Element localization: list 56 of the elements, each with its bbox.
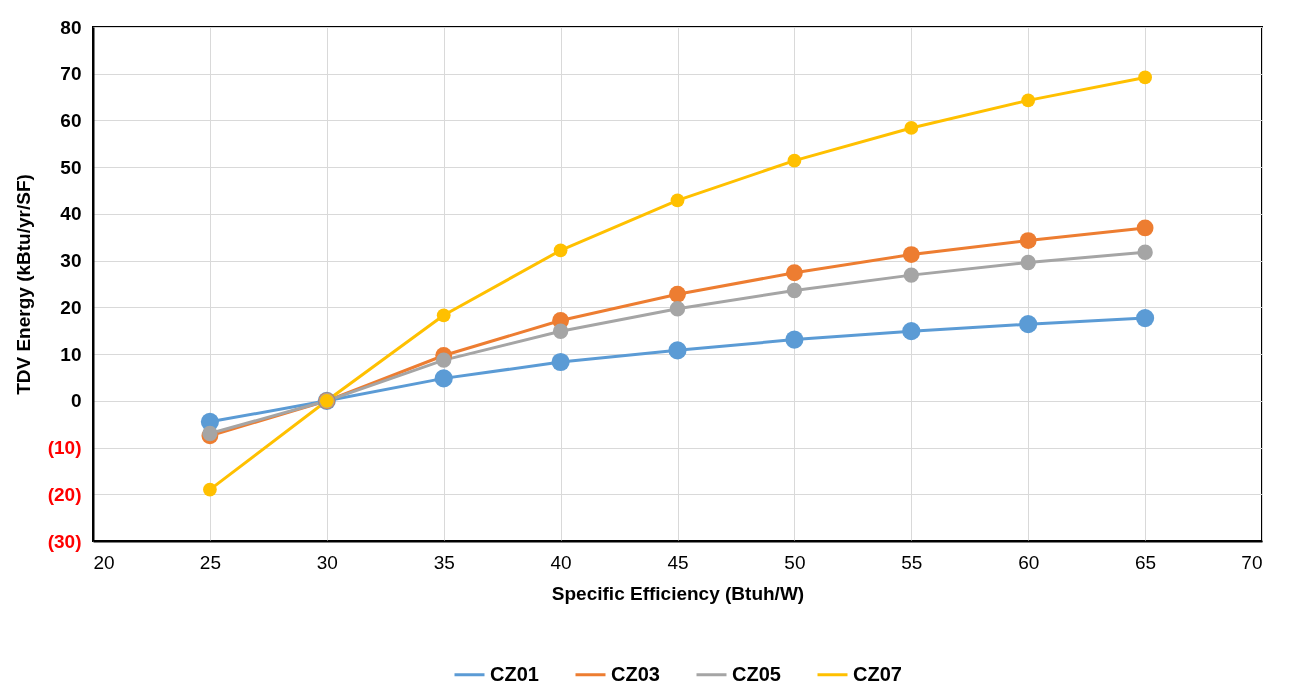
x-tick-label: 25 [199,551,221,573]
y-tick-label: 60 [60,109,82,131]
point [1019,315,1038,334]
point [203,482,217,497]
point [785,330,804,349]
x-tick-label: 45 [667,551,689,573]
legend-label: CZ01 [490,662,539,685]
point [904,121,919,135]
y-tick-label: 70 [60,63,82,85]
y-axis-title: TDV Energy (kBtu/yr/SF) [12,174,34,395]
legend-label: CZ07 [853,662,902,685]
point [670,193,685,208]
point [436,308,451,323]
y-tick-label: (30) [47,530,82,552]
legend-label: CZ03 [611,662,660,685]
x-tick-label: 35 [433,551,455,573]
point [787,153,802,168]
point [668,341,687,360]
point [1136,309,1155,328]
y-tick-label: 40 [60,203,82,225]
y-tick-label: 50 [60,156,82,178]
x-tick-label: 40 [550,551,572,573]
point [552,323,569,339]
point [1020,254,1036,271]
y-tick-label: (20) [47,483,82,505]
x-axis-title: Specific Efficiency (Btuh/W) [551,582,805,604]
point [902,322,921,341]
point [669,285,686,303]
x-tick-label: 20 [93,551,115,573]
legend-label: CZ05 [732,662,781,685]
y-tick-label: (10) [47,437,82,459]
y-tick-label: 20 [60,296,82,318]
point [902,246,920,263]
y-tick-label: 0 [70,390,82,412]
point [1136,219,1154,237]
point [786,282,803,299]
x-tick-label: 65 [1135,551,1157,573]
point [553,243,568,258]
point [669,301,686,317]
y-tick-label: 30 [60,250,82,272]
point [1137,244,1153,260]
x-tick-label: 70 [1241,551,1263,573]
x-tick-label: 30 [316,551,338,573]
point [436,352,452,368]
point [1019,232,1037,249]
point [434,369,453,388]
x-tick-label: 50 [784,551,806,573]
y-tick-label: 10 [60,343,82,365]
point [785,264,803,282]
x-tick-label: 55 [901,551,923,573]
point [1138,70,1152,85]
point [1021,93,1036,108]
point [903,267,919,283]
point [551,352,570,372]
y-tick-label: 80 [60,16,82,38]
x-tick-label: 60 [1018,551,1040,573]
